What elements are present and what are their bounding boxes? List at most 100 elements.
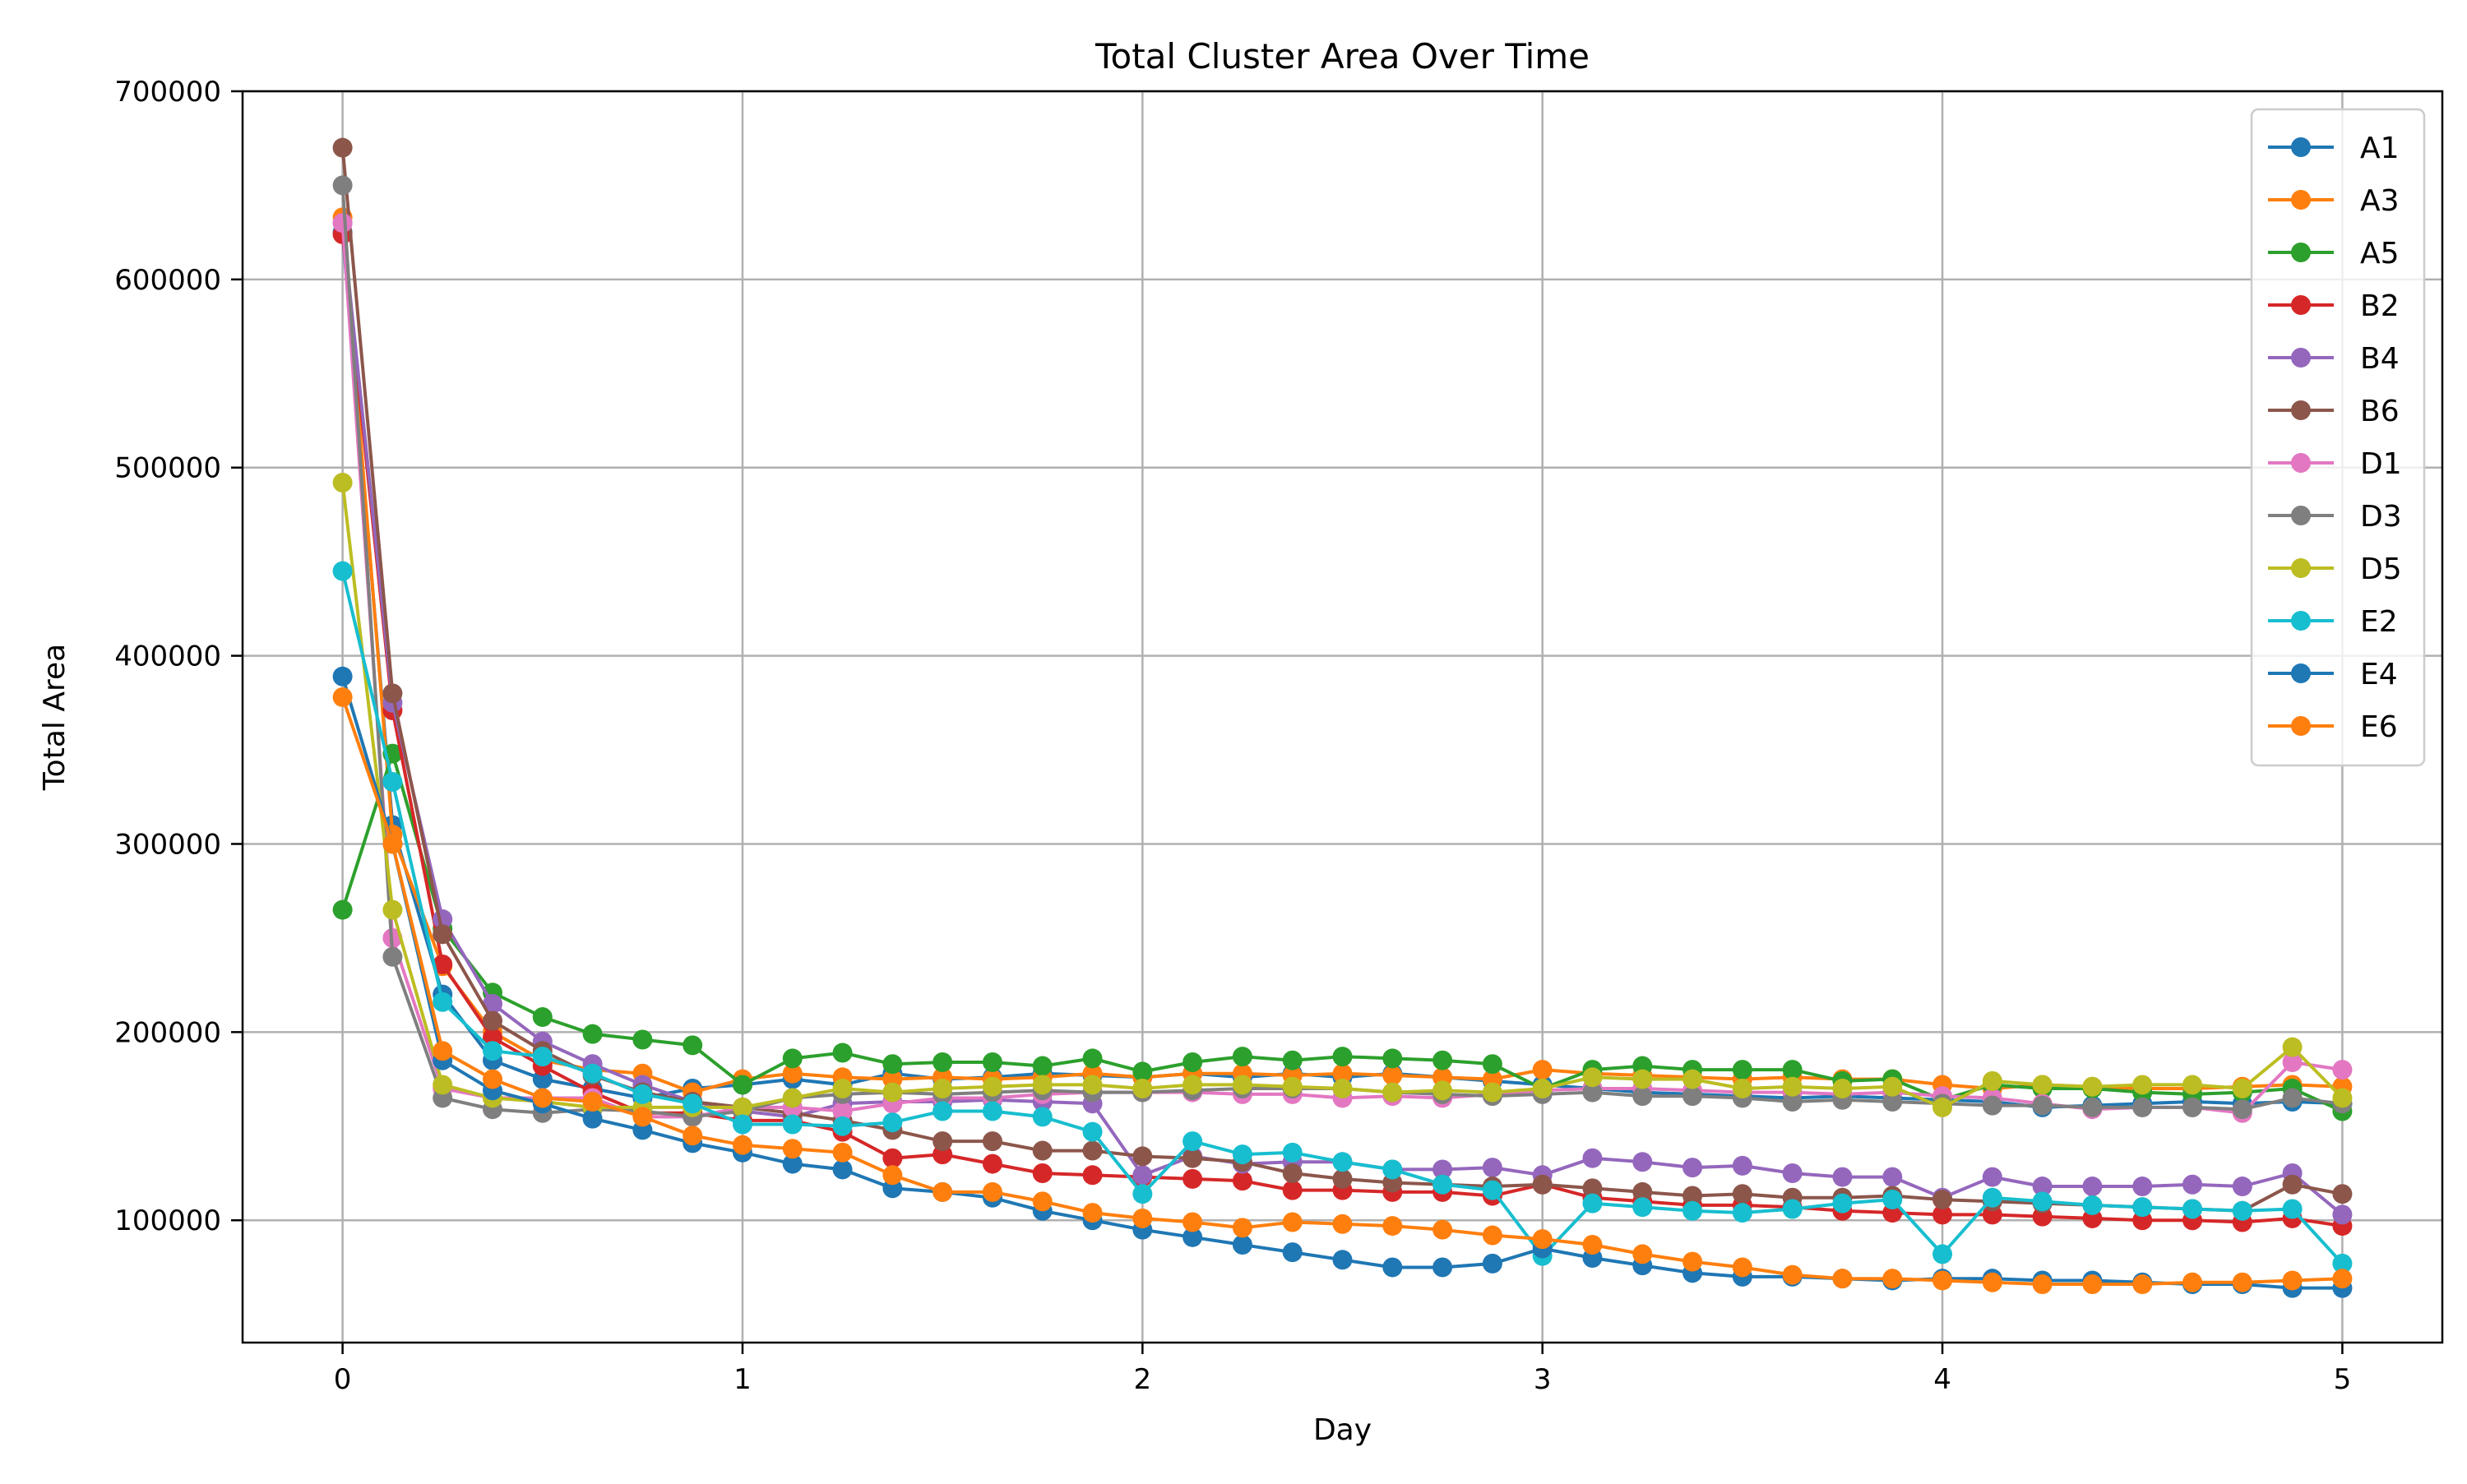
data-point — [1433, 1219, 1453, 1240]
data-point — [1732, 1203, 1752, 1223]
data-point — [433, 1075, 453, 1095]
x-tick-label: 2 — [1133, 1363, 1151, 1396]
data-point — [2332, 1204, 2353, 1225]
data-point — [1382, 1257, 1403, 1278]
data-point — [2082, 1274, 2103, 1295]
data-point — [2032, 1095, 2053, 1116]
data-point — [1782, 1092, 1803, 1112]
data-point — [1832, 1079, 1853, 1099]
data-point — [1082, 1140, 1103, 1161]
legend-marker — [2291, 243, 2311, 262]
legend-label: D1 — [2360, 447, 2402, 481]
data-point — [1782, 1060, 1803, 1080]
data-point — [332, 213, 353, 233]
data-point — [1682, 1200, 1703, 1221]
y-tick-label: 100000 — [114, 1204, 221, 1237]
data-point — [2282, 1037, 2303, 1057]
data-point — [882, 1165, 903, 1186]
data-point — [1882, 1269, 1903, 1289]
data-point — [482, 994, 502, 1015]
data-point — [882, 1112, 903, 1133]
data-point — [1032, 1163, 1053, 1184]
data-point — [1332, 1079, 1353, 1099]
data-point — [1332, 1168, 1353, 1189]
data-point — [2182, 1272, 2203, 1292]
data-point — [1732, 1257, 1752, 1278]
data-point — [1183, 1212, 1203, 1232]
data-point — [1382, 1159, 1403, 1180]
data-point — [1482, 1253, 1502, 1274]
data-point — [1532, 1079, 1553, 1099]
data-point — [482, 1010, 502, 1031]
x-tick-label: 3 — [1534, 1363, 1552, 1396]
data-point — [1982, 1070, 2002, 1091]
series-group — [332, 137, 2353, 1298]
data-point — [1632, 1086, 1653, 1107]
data-point — [2282, 1174, 2303, 1195]
data-point — [2182, 1075, 2203, 1095]
data-point — [1682, 1186, 1703, 1206]
data-point — [2132, 1274, 2153, 1295]
data-point — [2082, 1177, 2103, 1197]
legend-marker — [2291, 137, 2311, 157]
data-point — [2332, 1184, 2353, 1204]
data-point — [1932, 1204, 1953, 1225]
legend-label: D3 — [2360, 500, 2402, 534]
y-tick-label: 400000 — [114, 640, 221, 673]
data-point — [332, 561, 353, 581]
data-point — [1183, 1227, 1203, 1247]
data-point — [1332, 1214, 1353, 1234]
data-point — [532, 1007, 553, 1028]
data-point — [1032, 1056, 1053, 1076]
data-point — [1682, 1251, 1703, 1272]
data-point — [732, 1097, 752, 1117]
data-point — [433, 954, 453, 974]
data-point — [2132, 1197, 2153, 1218]
data-point — [1082, 1203, 1103, 1223]
legend-item: D1 — [2268, 447, 2402, 481]
legend-marker — [2291, 506, 2311, 525]
data-point — [1132, 1061, 1153, 1082]
data-point — [1183, 1075, 1203, 1095]
data-point — [1482, 1082, 1502, 1103]
data-point — [2282, 1199, 2303, 1219]
legend-label: E4 — [2360, 658, 2398, 691]
data-point — [1282, 1142, 1303, 1163]
data-point — [2032, 1274, 2053, 1295]
data-point — [1032, 1075, 1053, 1095]
data-point — [1982, 1095, 2002, 1116]
data-point — [832, 1142, 853, 1163]
data-point — [732, 1114, 752, 1135]
data-point — [1532, 1229, 1553, 1250]
data-point — [1232, 1234, 1252, 1255]
data-point — [382, 771, 403, 792]
data-point — [1482, 1158, 1502, 1178]
data-point — [933, 1052, 953, 1072]
data-point — [1932, 1097, 1953, 1117]
legend-marker — [2291, 453, 2311, 473]
data-point — [1282, 1242, 1303, 1263]
data-point — [1183, 1131, 1203, 1152]
data-point — [1682, 1086, 1703, 1107]
data-point — [1183, 1148, 1203, 1168]
legend-item: B4 — [2268, 342, 2400, 376]
y-tick-label: 700000 — [114, 76, 221, 109]
data-point — [982, 1153, 1002, 1174]
legend-marker — [2291, 348, 2311, 368]
legend: A1 A3 A5 B2 B4 B6 D1 D3 D5 E2 E4 E6 — [2250, 108, 2426, 767]
data-point — [1532, 1060, 1553, 1080]
legend-label: B6 — [2360, 395, 2400, 428]
data-point — [2332, 1060, 2353, 1080]
data-point — [1332, 1250, 1353, 1270]
data-point — [1582, 1178, 1603, 1199]
data-point — [1082, 1165, 1103, 1186]
data-point — [1632, 1181, 1653, 1202]
data-point — [1882, 1076, 1903, 1097]
legend-label: D5 — [2360, 552, 2402, 586]
data-point — [982, 1076, 1002, 1097]
data-point — [1082, 1075, 1103, 1095]
data-point — [332, 137, 353, 158]
data-point — [1132, 1079, 1153, 1099]
data-point — [1732, 1079, 1752, 1099]
